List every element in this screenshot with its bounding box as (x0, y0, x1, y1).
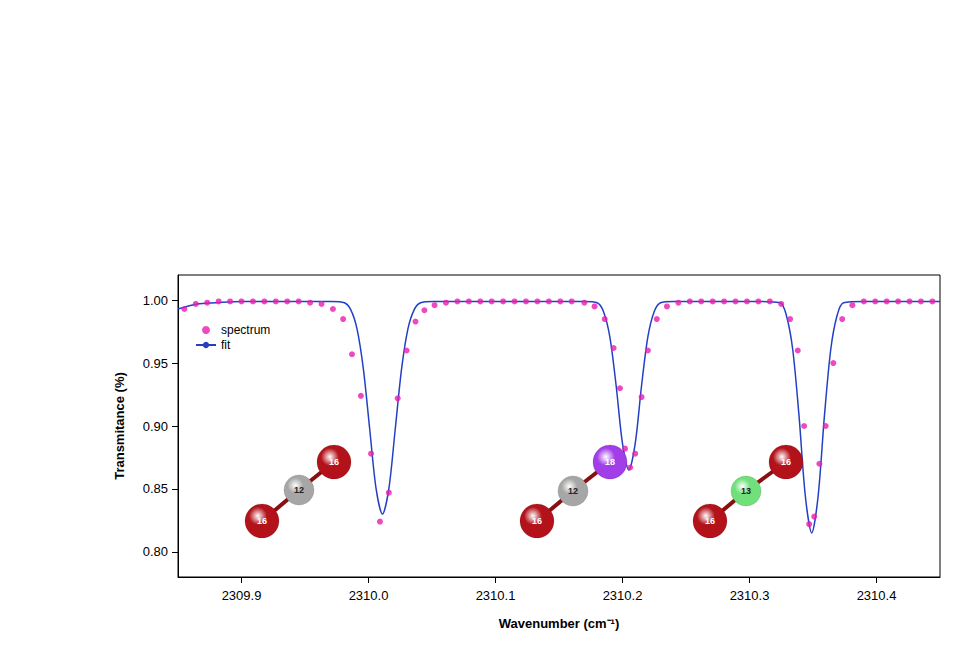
svg-text:spectrum: spectrum (221, 323, 270, 337)
svg-text:2309.9: 2309.9 (222, 588, 262, 603)
svg-text:12: 12 (294, 485, 304, 495)
svg-text:16: 16 (329, 457, 339, 467)
svg-text:2310.3: 2310.3 (730, 588, 770, 603)
svg-text:16: 16 (781, 457, 791, 467)
svg-text:2310.1: 2310.1 (476, 588, 516, 603)
svg-text:16: 16 (705, 516, 715, 526)
svg-text:2310.4: 2310.4 (857, 588, 897, 603)
svg-text:1.00: 1.00 (143, 293, 168, 308)
svg-text:2310.0: 2310.0 (349, 588, 389, 603)
svg-text:2310.2: 2310.2 (603, 588, 643, 603)
svg-text:0.95: 0.95 (143, 356, 168, 371)
svg-text:0.85: 0.85 (143, 481, 168, 496)
svg-text:Wavenumber (cm⁻¹): Wavenumber (cm⁻¹) (499, 616, 620, 631)
svg-text:12: 12 (568, 486, 578, 496)
svg-text:16: 16 (257, 516, 267, 526)
svg-text:13: 13 (741, 486, 751, 496)
svg-text:Transmitance (%): Transmitance (%) (112, 372, 127, 480)
svg-text:0.90: 0.90 (143, 419, 168, 434)
svg-text:fit: fit (221, 338, 231, 352)
svg-text:0.80: 0.80 (143, 544, 168, 559)
svg-text:16: 16 (532, 516, 542, 526)
svg-text:18: 18 (605, 457, 615, 467)
